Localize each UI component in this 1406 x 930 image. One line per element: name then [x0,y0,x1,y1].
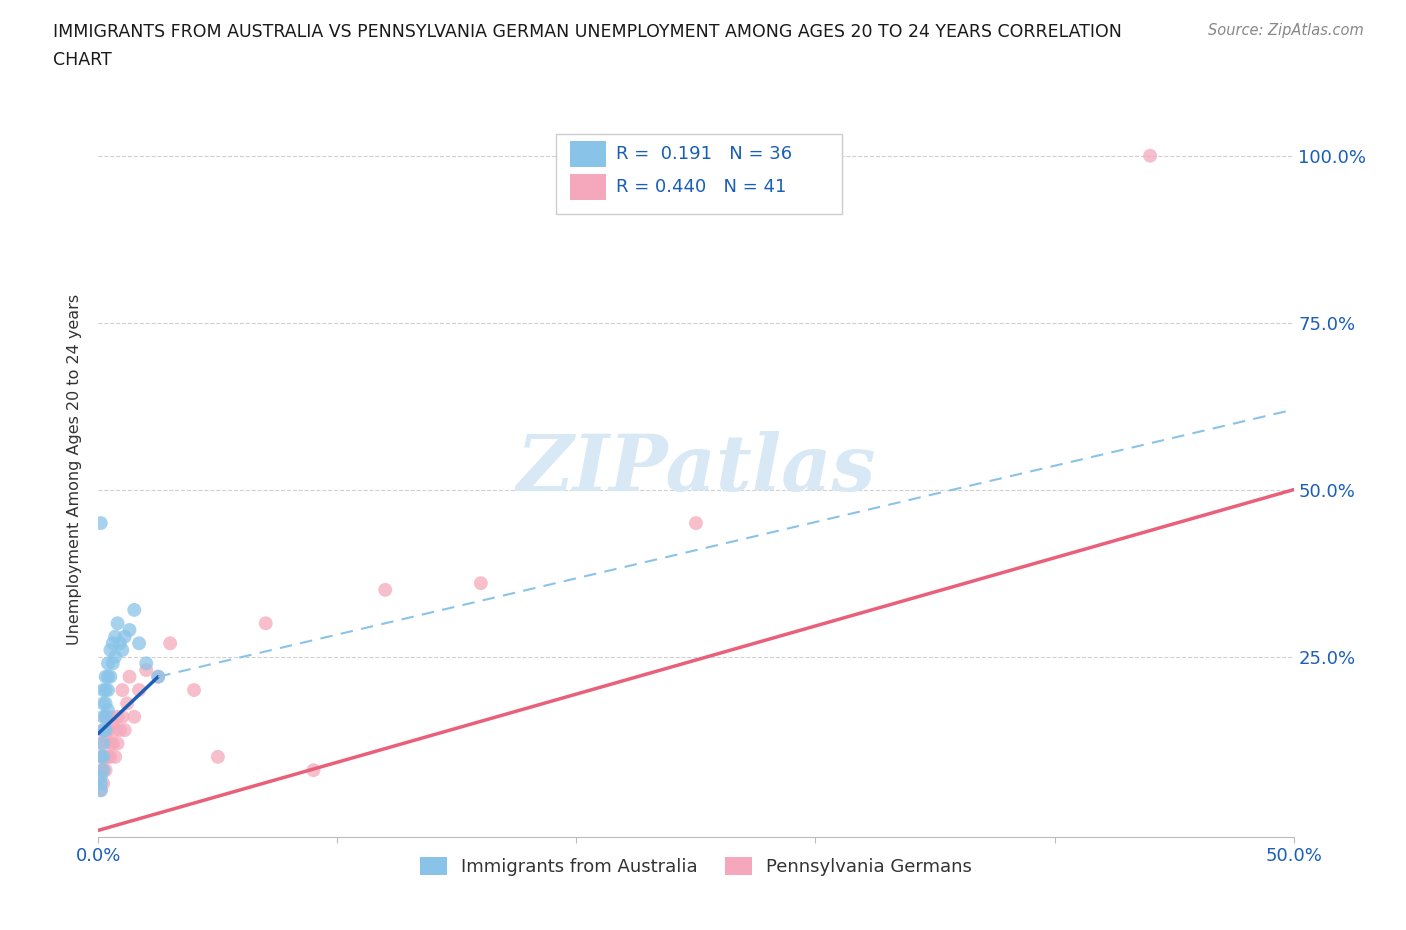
Point [91,777,114,791]
Point [107,710,129,724]
Point [97,703,120,718]
Point [94,670,117,684]
Point [111,643,134,658]
Point [90,763,112,777]
Point [94,710,117,724]
Point [98,670,122,684]
Point [114,723,136,737]
Point [135,662,157,677]
Text: ZIPatlas: ZIPatlas [516,432,876,508]
Point [302,763,325,777]
Point [91,723,114,737]
Text: CHART: CHART [53,51,112,69]
Point [101,636,124,651]
Point [183,683,205,698]
Point [90,736,112,751]
Point [374,582,396,597]
Point [91,763,114,777]
Point [124,710,146,724]
Point [104,630,127,644]
Point [90,769,112,784]
Point [97,670,120,684]
Point [94,750,117,764]
Point [97,656,120,671]
Point [159,636,181,651]
Point [91,750,114,764]
Point [90,783,112,798]
Point [94,763,117,777]
Point [148,670,170,684]
Point [91,736,114,751]
Point [97,683,120,698]
FancyBboxPatch shape [557,134,842,214]
Point [94,696,117,711]
Point [107,736,129,751]
Point [254,616,277,631]
Point [91,750,114,764]
Point [90,783,112,798]
Point [90,750,112,764]
Point [118,622,141,637]
Point [148,670,170,684]
Point [118,670,141,684]
Text: Source: ZipAtlas.com: Source: ZipAtlas.com [1208,23,1364,38]
Point [128,636,150,651]
Point [1139,148,1161,163]
Point [101,716,124,731]
Point [94,729,117,744]
Point [111,710,134,724]
Text: IMMIGRANTS FROM AUSTRALIA VS PENNSYLVANIA GERMAN UNEMPLOYMENT AMONG AGES 20 TO 2: IMMIGRANTS FROM AUSTRALIA VS PENNSYLVANI… [53,23,1122,41]
Point [98,736,122,751]
Point [97,723,120,737]
Point [97,750,120,764]
Point [98,643,122,658]
Point [685,515,707,530]
Point [207,750,229,764]
Point [470,576,492,591]
Y-axis label: Unemployment Among Ages 20 to 24 years: Unemployment Among Ages 20 to 24 years [67,294,83,645]
Point [91,696,114,711]
Point [104,649,127,664]
Text: R = 0.440   N = 41: R = 0.440 N = 41 [616,178,786,196]
Bar [571,140,606,167]
Point [107,616,129,631]
Point [94,710,117,724]
Point [115,696,138,711]
Point [111,683,134,698]
Point [104,750,127,764]
Point [91,683,114,698]
Point [98,710,122,724]
Point [124,603,146,618]
Point [91,763,114,777]
Point [135,656,157,671]
Bar [571,174,606,200]
Point [91,723,114,737]
Point [94,683,117,698]
Point [101,656,124,671]
Point [90,777,112,791]
Point [98,750,122,764]
Text: R =  0.191   N = 36: R = 0.191 N = 36 [616,145,792,163]
Point [128,683,150,698]
Point [94,723,117,737]
Point [90,515,112,530]
Point [108,636,131,651]
Point [101,736,124,751]
Point [108,723,131,737]
Point [91,710,114,724]
Point [104,723,127,737]
Legend: Immigrants from Australia, Pennsylvania Germans: Immigrants from Australia, Pennsylvania … [412,849,980,884]
Point [114,630,136,644]
